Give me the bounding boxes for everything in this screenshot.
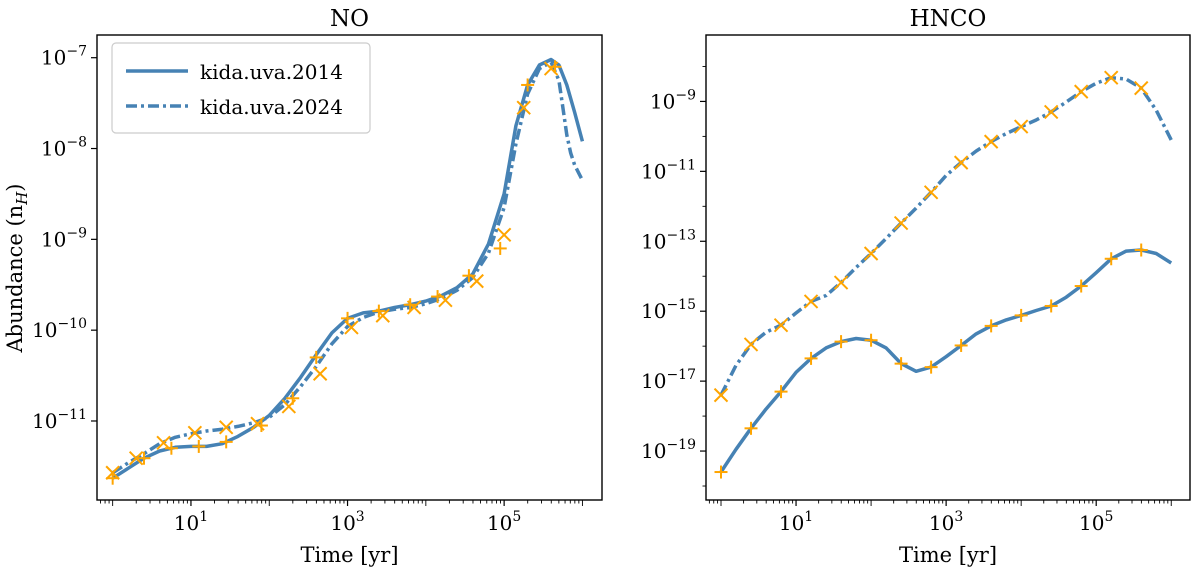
- plus-marker-no: [164, 441, 178, 455]
- x-marker-hnco: [743, 337, 759, 352]
- x-marker-no: [496, 227, 512, 243]
- x-marker-no: [375, 308, 390, 323]
- y-tick-label-hnco: 10−13: [641, 227, 696, 253]
- y-tick-label-no: 10−7: [41, 44, 87, 70]
- plus-marker-hnco: [984, 319, 998, 333]
- x-axis-label-no: Time [yr]: [300, 543, 398, 567]
- plus-marker-hnco: [1014, 308, 1028, 322]
- x-marker-hnco: [863, 246, 879, 261]
- plus-marker-hnco: [864, 333, 878, 347]
- y-tick-label-no: 10−9: [41, 225, 87, 251]
- plus-marker-hnco: [1074, 279, 1088, 293]
- x-tick-label-hnco: 103: [929, 509, 963, 535]
- series-line-2014-hnco: [719, 248, 1173, 473]
- panel-no: NO 101 103 105 10−11 10−10 10−9 10−8 10−7 Time [y…: [32, 6, 603, 567]
- plus-marker-hnco: [1134, 243, 1148, 257]
- x-marker-hnco: [1013, 119, 1029, 134]
- x-tick-label-no: 103: [330, 509, 364, 535]
- series-line-2024-hnco: [719, 75, 1173, 396]
- x-marker-no: [543, 61, 559, 76]
- x-marker-hnco: [803, 294, 819, 309]
- plus-marker-hnco: [1104, 252, 1118, 266]
- plus-marker-hnco: [804, 351, 818, 365]
- plus-marker-no: [493, 241, 507, 255]
- legend: kida.uva.2014 kida.uva.2024: [111, 42, 371, 134]
- plus-marker-no: [137, 451, 151, 465]
- x-marker-hnco: [953, 155, 969, 170]
- x-marker-hnco: [1073, 84, 1089, 99]
- legend-label-2014: kida.uva.2014: [200, 60, 343, 84]
- x-marker-no: [105, 465, 120, 480]
- x-marker-no: [187, 425, 203, 441]
- plus-marker-hnco: [924, 360, 938, 374]
- plot-area-hnco: [713, 70, 1173, 479]
- x-tick-label-no: 105: [487, 509, 521, 535]
- plus-marker-hnco: [714, 465, 728, 479]
- plus-marker-no: [521, 78, 535, 92]
- y-tick-label-no: 10−10: [32, 316, 87, 342]
- x-marker-no: [438, 292, 453, 308]
- axes-frame-no: [96, 34, 603, 501]
- plus-marker-hnco: [1044, 299, 1058, 313]
- plus-marker-hnco: [774, 385, 788, 399]
- x-marker-no: [406, 300, 422, 315]
- y-tick-label-hnco: 10−11: [641, 157, 696, 183]
- y-tick-label-no: 10−11: [32, 407, 87, 433]
- y-tick-label-hnco: 10−17: [641, 367, 696, 393]
- x-marker-hnco: [1104, 70, 1119, 85]
- y-tick-label-hnco: 10−9: [650, 87, 696, 113]
- plus-marker-hnco: [894, 357, 908, 371]
- x-tick-label-hnco: 105: [1079, 509, 1113, 535]
- x-marker-hnco: [983, 134, 999, 149]
- axes-frame-hnco: [705, 34, 1191, 501]
- plus-marker-no: [462, 269, 476, 283]
- x-marker-hnco: [713, 387, 729, 403]
- y-tick-label-no: 10−8: [41, 135, 87, 161]
- x-marker-no: [516, 100, 531, 115]
- plus-marker-hnco: [834, 335, 848, 349]
- x-marker-hnco: [773, 317, 789, 333]
- x-tick-label-no: 101: [174, 509, 208, 535]
- x-marker-no: [281, 399, 297, 414]
- x-marker-no: [312, 366, 328, 381]
- x-marker-hnco: [923, 185, 939, 200]
- panel-hnco: HNCO 101 103 105 10−19 10−17 10−15 10−13 10−11 10…: [641, 6, 1191, 567]
- x-tick-label-hnco: 101: [779, 509, 813, 535]
- plus-marker-no: [192, 439, 206, 453]
- plus-marker-hnco: [744, 421, 758, 435]
- x-marker-hnco: [1043, 104, 1059, 120]
- y-tick-label-hnco: 10−15: [641, 297, 696, 323]
- plus-marker-no: [219, 435, 233, 449]
- x-marker-no: [128, 451, 144, 466]
- x-marker-hnco: [1134, 80, 1149, 96]
- x-marker-hnco: [833, 275, 849, 290]
- x-marker-no: [218, 420, 234, 435]
- plot-area-no: [105, 57, 585, 485]
- legend-frame: [111, 42, 371, 134]
- plus-marker-no: [309, 350, 323, 364]
- x-marker-no: [156, 435, 171, 450]
- plus-marker-hnco: [954, 338, 968, 352]
- x-marker-no: [344, 320, 359, 335]
- x-axis-label-hnco: Time [yr]: [899, 543, 997, 567]
- chart-title-no: NO: [330, 6, 369, 32]
- x-marker-no: [469, 273, 484, 289]
- legend-label-2024: kida.uva.2024: [200, 95, 343, 119]
- y-tick-label-hnco: 10−19: [641, 437, 696, 463]
- chart-title-hnco: HNCO: [910, 6, 987, 32]
- x-marker-hnco: [893, 215, 909, 231]
- y-axis-label: Abundance (nH): [3, 183, 31, 353]
- x-marker-no: [250, 416, 265, 431]
